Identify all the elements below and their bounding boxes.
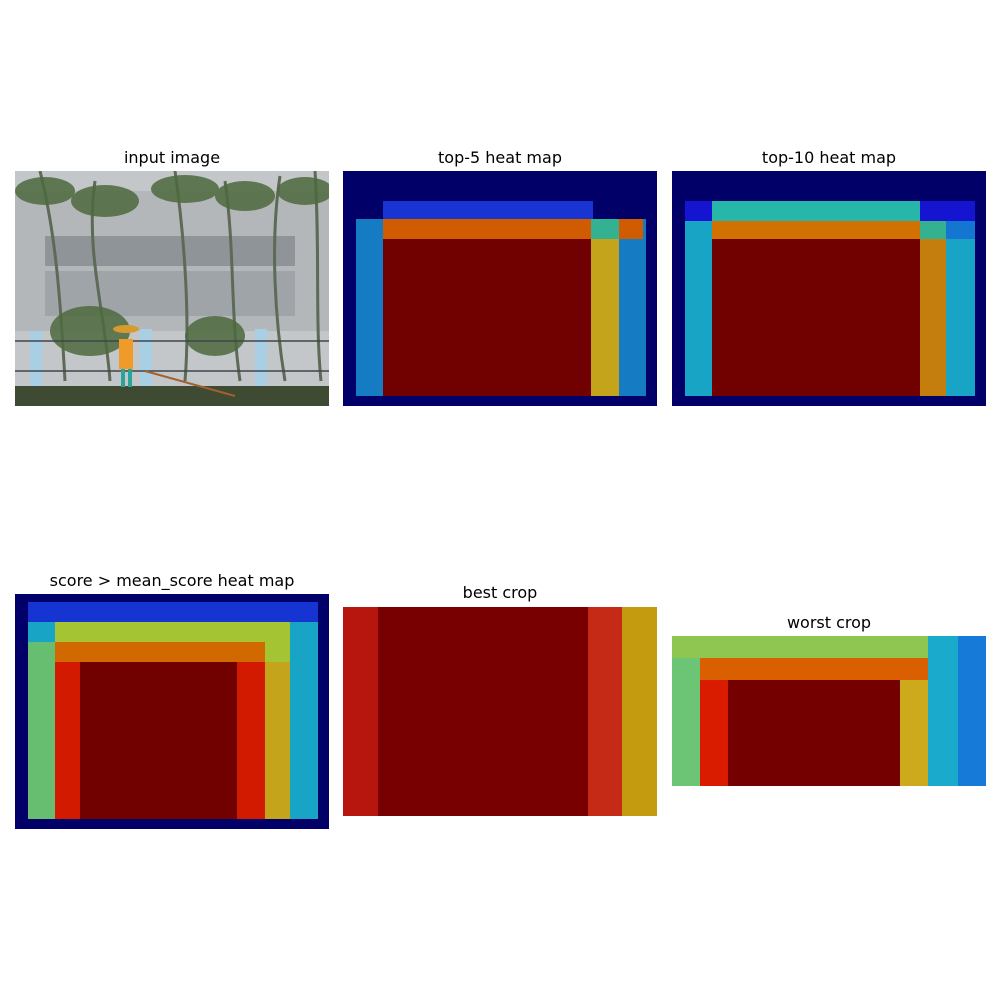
- input-image: [15, 171, 329, 406]
- mean-score-heat-map: [15, 594, 329, 829]
- panel-title-best: best crop: [343, 583, 657, 602]
- panel-title-mean: score > mean_score heat map: [15, 571, 329, 590]
- worst-crop: [672, 636, 986, 786]
- best-crop: [343, 607, 657, 816]
- top10-heat-map: [672, 171, 986, 406]
- panel-title-worst: worst crop: [672, 613, 986, 632]
- panel-title-top10: top-10 heat map: [672, 148, 986, 167]
- panel-title-input: input image: [15, 148, 329, 167]
- panel-title-top5: top-5 heat map: [343, 148, 657, 167]
- top5-heat-map: [343, 171, 657, 406]
